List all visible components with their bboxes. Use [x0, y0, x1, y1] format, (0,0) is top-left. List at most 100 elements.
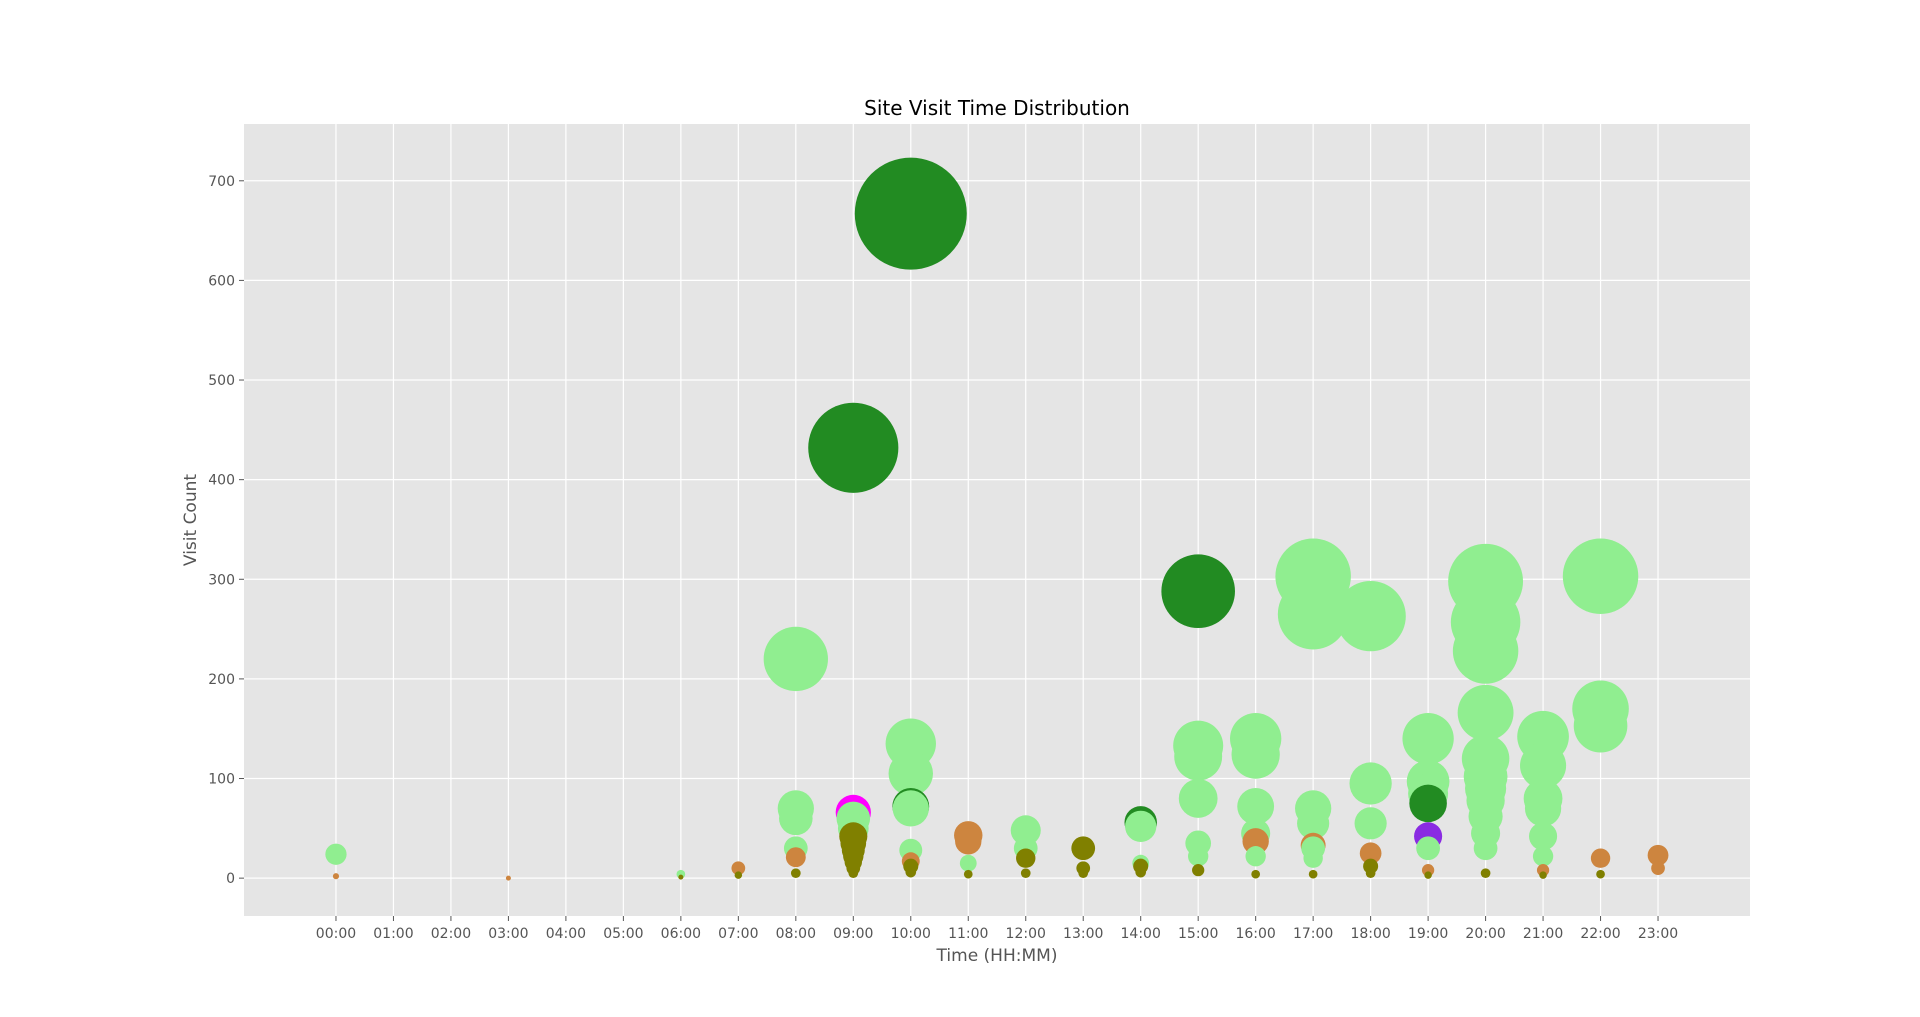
x-tick-label: 05:00 [603, 926, 643, 942]
x-axis-ticks: 00:00 01:00 02:00 03:00 04:00 05:00 06:00 07:00… [316, 916, 1678, 942]
x-tick-label: 12:00 [1006, 926, 1046, 942]
data-point [1135, 866, 1147, 878]
data-point [1416, 836, 1440, 861]
data-point [1524, 790, 1562, 827]
data-point [1174, 732, 1223, 781]
data-point [505, 875, 511, 881]
chart-title: Site Visit Time Distribution [864, 96, 1130, 120]
data-point [1297, 807, 1330, 840]
x-axis-label: Time (HH:MM) [936, 946, 1058, 966]
data-point [1078, 868, 1089, 879]
y-tick-label: 500 [208, 373, 235, 389]
x-tick-label: 08:00 [776, 926, 816, 942]
data-point [1651, 861, 1665, 876]
data-point [1237, 788, 1275, 825]
x-tick-label: 23:00 [1638, 926, 1678, 942]
data-point [1480, 868, 1491, 879]
data-point [1277, 578, 1349, 650]
data-point [905, 866, 917, 878]
data-point [1365, 868, 1376, 879]
data-point [785, 847, 806, 868]
data-point [854, 157, 967, 270]
y-tick-label: 700 [208, 174, 235, 190]
data-point [1359, 842, 1382, 865]
data-point [1473, 836, 1498, 861]
data-point [808, 402, 899, 493]
x-tick-label: 00:00 [316, 926, 356, 942]
data-point [1529, 822, 1558, 851]
x-tick-label: 19:00 [1408, 926, 1448, 942]
x-tick-label: 07:00 [718, 926, 758, 942]
data-point [1308, 869, 1318, 879]
data-point [731, 861, 746, 876]
x-tick-label: 20:00 [1465, 926, 1505, 942]
x-tick-label: 14:00 [1121, 926, 1161, 942]
x-tick-label: 09:00 [833, 926, 873, 942]
data-point [1125, 810, 1157, 842]
data-point [848, 868, 859, 879]
data-point [678, 874, 684, 880]
x-tick-label: 18:00 [1350, 926, 1390, 942]
y-tick-label: 200 [208, 672, 235, 688]
x-tick-label: 11:00 [948, 926, 988, 942]
x-tick-label: 01:00 [373, 926, 413, 942]
data-point [892, 790, 929, 827]
data-point [1596, 869, 1605, 879]
x-tick-label: 06:00 [661, 926, 701, 942]
x-tick-label: 22:00 [1580, 926, 1620, 942]
data-point [1590, 848, 1611, 868]
x-tick-label: 16:00 [1235, 926, 1275, 942]
data-points [325, 157, 1669, 881]
data-point [763, 626, 828, 692]
data-point [1242, 828, 1269, 855]
data-point [1245, 846, 1266, 867]
data-point [963, 869, 973, 879]
data-point [1231, 730, 1280, 779]
x-tick-label: 02:00 [431, 926, 471, 942]
data-point [1539, 871, 1547, 879]
data-point [1409, 784, 1447, 823]
data-point [1335, 580, 1406, 652]
data-point [1178, 779, 1218, 818]
data-point [955, 828, 982, 855]
data-point [1303, 848, 1323, 868]
y-tick-label: 600 [208, 273, 235, 289]
data-point [779, 801, 813, 836]
data-point [1251, 869, 1261, 879]
data-point [1016, 848, 1036, 868]
y-axis-ticks: 0 100 200 300 400 500 600 700 [208, 174, 244, 887]
x-tick-label: 17:00 [1293, 926, 1333, 942]
y-axis-label: Visit Count [181, 474, 201, 566]
data-point [1647, 844, 1669, 866]
data-point [1349, 762, 1392, 805]
data-point [959, 854, 977, 872]
data-point [790, 868, 801, 879]
data-point [1188, 846, 1209, 867]
data-point [1192, 864, 1205, 877]
data-point [325, 843, 347, 865]
data-point [1452, 618, 1519, 684]
data-point [734, 871, 743, 879]
x-tick-label: 15:00 [1178, 926, 1218, 942]
data-point [1532, 846, 1554, 867]
y-tick-label: 300 [208, 572, 235, 588]
data-point [1010, 815, 1041, 846]
data-point [1071, 836, 1096, 861]
data-point [1562, 538, 1639, 615]
x-tick-label: 10:00 [891, 926, 931, 942]
x-tick-label: 21:00 [1523, 926, 1563, 942]
data-point [1020, 868, 1031, 879]
data-point [332, 873, 340, 880]
data-point [1457, 684, 1514, 741]
data-point [1573, 698, 1628, 753]
data-point [1363, 858, 1379, 874]
data-point [1402, 713, 1454, 765]
y-tick-label: 0 [226, 871, 235, 887]
y-tick-label: 100 [208, 772, 235, 788]
data-point [1424, 871, 1432, 879]
data-point [1161, 554, 1235, 629]
data-point [1520, 742, 1567, 789]
x-tick-label: 13:00 [1063, 926, 1103, 942]
x-tick-label: 04:00 [546, 926, 586, 942]
y-tick-label: 400 [208, 473, 235, 489]
